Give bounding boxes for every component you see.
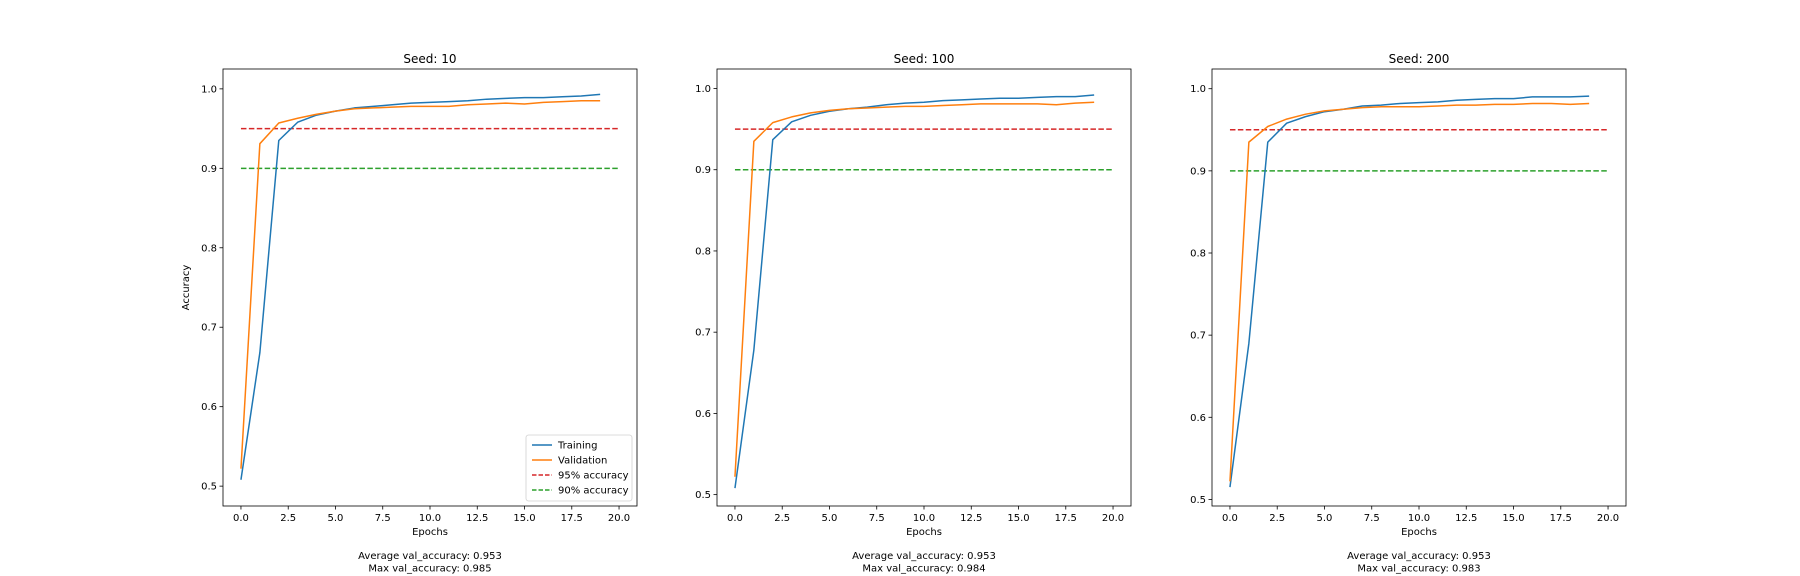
series-line-validation bbox=[240, 100, 601, 469]
x-tick-label: 2.5 bbox=[280, 513, 296, 524]
legend-label: 90% accuracy bbox=[558, 486, 629, 497]
y-tick-label: 0.9 bbox=[695, 165, 711, 176]
x-tick-label: 5.0 bbox=[1317, 513, 1333, 524]
chart-title: Seed: 10 bbox=[403, 52, 456, 66]
x-tick-label: 7.5 bbox=[869, 513, 885, 524]
series-line-training bbox=[734, 94, 1095, 489]
caption-line: Average val_accuracy: 0.953 bbox=[1347, 551, 1491, 562]
x-tick-label: 17.5 bbox=[1055, 513, 1077, 524]
x-tick-label: 5.0 bbox=[328, 513, 344, 524]
chart-panel-0: 0.0 2.5 5.0 7.5 10.0 12.5 15.0 17.5 20.0 0.5 0.6 0.… bbox=[181, 52, 638, 575]
x-tick-label: 12.5 bbox=[960, 513, 982, 524]
caption-line: Average val_accuracy: 0.953 bbox=[358, 551, 502, 562]
caption-line: Max val_accuracy: 0.984 bbox=[862, 564, 985, 575]
y-tick-label: 0.7 bbox=[695, 328, 711, 339]
y-tick-label: 0.9 bbox=[1190, 166, 1206, 177]
x-tick-label: 2.5 bbox=[774, 513, 790, 524]
x-tick-label: 5.0 bbox=[822, 513, 838, 524]
x-tick-label: 10.0 bbox=[419, 513, 441, 524]
y-tick-label: 0.6 bbox=[695, 409, 711, 420]
x-tick-label: 20.0 bbox=[608, 513, 630, 524]
x-tick-label: 12.5 bbox=[466, 513, 488, 524]
chart-panel-1: 0.0 2.5 5.0 7.5 10.0 12.5 15.0 17.5 20.0 0.5 0.6 0.… bbox=[695, 52, 1132, 575]
y-tick-label: 0.8 bbox=[695, 246, 711, 257]
legend-label: Training bbox=[557, 441, 597, 452]
series-line-training bbox=[240, 93, 601, 480]
y-tick-label: 0.5 bbox=[1190, 495, 1206, 506]
caption-line: Average val_accuracy: 0.953 bbox=[852, 551, 996, 562]
legend-box bbox=[525, 434, 633, 502]
y-tick-label: 0.6 bbox=[201, 402, 217, 413]
y-axis-label: Accuracy bbox=[181, 265, 192, 311]
y-tick-label: 0.6 bbox=[1190, 413, 1206, 424]
x-tick-label: 0.0 bbox=[727, 513, 743, 524]
x-tick-label: 10.0 bbox=[1408, 513, 1430, 524]
x-tick-label: 15.0 bbox=[1502, 513, 1524, 524]
x-axis-label: Epochs bbox=[412, 527, 448, 538]
x-tick-label: 0.0 bbox=[1222, 513, 1238, 524]
y-tick-label: 0.8 bbox=[201, 243, 217, 254]
y-tick-label: 0.7 bbox=[1190, 331, 1206, 342]
caption-line: Max val_accuracy: 0.985 bbox=[368, 564, 491, 575]
x-axis-label: Epochs bbox=[906, 527, 942, 538]
x-tick-label: 7.5 bbox=[1364, 513, 1380, 524]
y-tick-label: 0.8 bbox=[1190, 249, 1206, 260]
x-tick-label: 15.0 bbox=[513, 513, 535, 524]
legend: Training Validation 95% accuracy 90% accura… bbox=[525, 434, 633, 502]
series-line-validation bbox=[734, 101, 1095, 477]
y-tick-label: 1.0 bbox=[201, 84, 217, 95]
x-tick-label: 20.0 bbox=[1102, 513, 1124, 524]
x-tick-label: 17.5 bbox=[1550, 513, 1572, 524]
x-axis-label: Epochs bbox=[1401, 527, 1437, 538]
y-tick-label: 0.7 bbox=[201, 323, 217, 334]
chart-panel-2: 0.0 2.5 5.0 7.5 10.0 12.5 15.0 17.5 20.0 0.5 0.6 0.… bbox=[1190, 52, 1627, 575]
x-tick-label: 12.5 bbox=[1455, 513, 1477, 524]
x-tick-label: 20.0 bbox=[1597, 513, 1619, 524]
caption-line: Max val_accuracy: 0.983 bbox=[1357, 564, 1480, 575]
x-tick-label: 15.0 bbox=[1007, 513, 1029, 524]
y-tick-label: 0.5 bbox=[201, 482, 217, 493]
x-tick-label: 7.5 bbox=[375, 513, 391, 524]
x-tick-label: 2.5 bbox=[1269, 513, 1285, 524]
y-tick-label: 1.0 bbox=[695, 84, 711, 95]
legend-label: 95% accuracy bbox=[558, 471, 629, 482]
chart-title: Seed: 100 bbox=[894, 52, 955, 66]
x-tick-label: 0.0 bbox=[233, 513, 249, 524]
y-tick-label: 0.9 bbox=[201, 164, 217, 175]
y-tick-label: 0.5 bbox=[695, 490, 711, 501]
legend-label: Validation bbox=[558, 456, 607, 467]
axes-frame bbox=[1211, 68, 1627, 507]
y-tick-label: 1.0 bbox=[1190, 84, 1206, 95]
series-line-validation bbox=[1229, 102, 1590, 482]
x-tick-label: 17.5 bbox=[561, 513, 583, 524]
x-tick-label: 10.0 bbox=[913, 513, 935, 524]
chart-title: Seed: 200 bbox=[1389, 52, 1450, 66]
series-line-training bbox=[1229, 95, 1590, 488]
